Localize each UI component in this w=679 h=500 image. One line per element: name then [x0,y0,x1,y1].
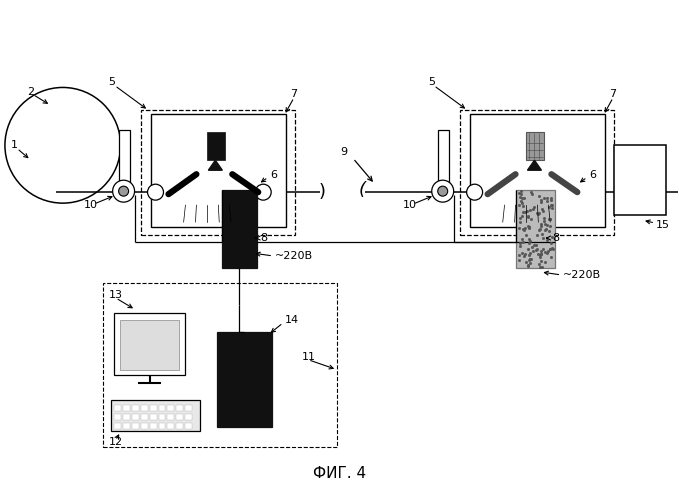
Bar [177,414,183,420]
Text: 5: 5 [109,78,115,88]
Text: 8: 8 [260,233,268,243]
Bar [132,414,139,420]
Bar [119,130,130,195]
Circle shape [113,180,134,202]
Circle shape [466,184,483,200]
Bar [103,283,337,448]
Bar [515,190,555,268]
Circle shape [432,180,454,202]
Bar [113,404,121,410]
Bar [438,130,449,195]
Bar [132,404,139,410]
Bar [158,404,166,410]
Bar [222,190,257,268]
Bar [158,414,166,420]
Bar [113,313,185,374]
Text: (: ( [359,181,365,199]
Bar [177,422,183,428]
Text: ~220В: ~220В [275,251,313,261]
Polygon shape [208,160,222,170]
Bar [113,414,121,420]
Text: 7: 7 [609,90,617,100]
Bar [141,422,147,428]
Text: 11: 11 [302,352,316,362]
Bar [168,414,175,420]
Bar [158,422,166,428]
Text: 7: 7 [290,90,297,100]
Text: 15: 15 [656,220,670,230]
Bar [141,414,147,420]
Circle shape [119,186,128,196]
Text: 12: 12 [109,438,123,448]
Text: 13: 13 [109,290,123,300]
Bar [470,114,605,227]
Bar [132,422,139,428]
Bar [526,132,545,160]
Bar [151,114,286,227]
Bar [217,332,272,426]
Bar [149,414,157,420]
Text: 9: 9 [340,148,347,158]
Bar [185,414,192,420]
Text: ФИГ. 4: ФИГ. 4 [314,466,367,481]
Bar [168,422,175,428]
Bar [207,132,225,160]
Bar [149,422,157,428]
Text: 10: 10 [84,200,98,210]
Text: 6: 6 [589,170,596,180]
Bar [149,404,157,410]
Text: ): ) [318,183,325,201]
Bar [120,320,179,370]
Bar [177,404,183,410]
Text: 1: 1 [11,140,18,150]
Bar [113,422,121,428]
Bar [123,414,130,420]
Text: 6: 6 [270,170,277,180]
Text: 8: 8 [553,233,559,243]
Bar [123,404,130,410]
Bar [614,146,666,215]
Bar [141,110,295,235]
Text: 5: 5 [428,78,435,88]
Polygon shape [528,160,541,170]
Text: 2: 2 [27,88,34,98]
Circle shape [255,184,271,200]
Bar [168,404,175,410]
Bar [185,404,192,410]
Text: 14: 14 [285,315,299,325]
Text: 10: 10 [403,200,417,210]
Bar [460,110,614,235]
Bar [123,422,130,428]
Bar [111,400,200,432]
Bar [185,422,192,428]
Circle shape [438,186,447,196]
Bar [141,404,147,410]
Circle shape [147,184,164,200]
Text: ~220В: ~220В [562,270,600,280]
